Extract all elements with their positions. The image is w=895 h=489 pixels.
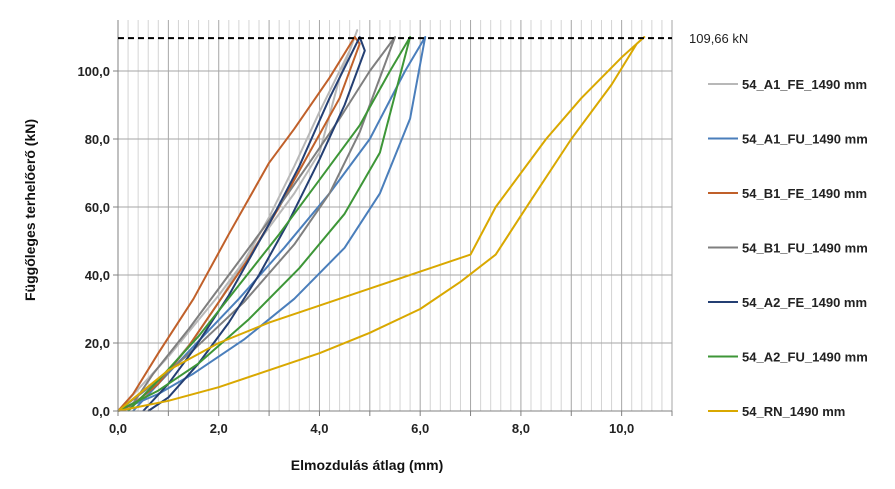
y-tick-label: 100,0 — [77, 64, 110, 79]
y-tick-label: 60,0 — [85, 200, 110, 215]
x-axis-title: Elmozdulás átlag (mm) — [291, 457, 443, 473]
series-layer — [117, 29, 646, 412]
reference-line-label: 109,66 kN — [689, 31, 748, 46]
legend-label-2: 54_A1_FU_1490 mm — [742, 132, 868, 147]
reference-line-layer: 109,66 kN — [118, 31, 748, 46]
x-tick-label: 0,0 — [109, 421, 127, 436]
minor-gridlines — [127, 20, 663, 411]
legend: 54_A1_FE_1490 mm 54_A1_FU_1490 mm 54_B1_FE… — [708, 77, 868, 419]
legend-label-6: 54_A2_FU_1490 mm — [742, 350, 868, 365]
y-axis-title: Függőleges terhelőerő (kN) — [22, 119, 38, 301]
y-tick-label: 20,0 — [85, 336, 110, 351]
legend-label-4: 54_B1_FU_1490 mm — [742, 241, 868, 256]
series-line-4 — [117, 36, 396, 412]
y-tick-label: 40,0 — [85, 268, 110, 283]
series-line-7 — [117, 36, 646, 412]
legend-label-5: 54_A2_FE_1490 mm — [742, 295, 867, 310]
series-line-2 — [117, 36, 427, 412]
x-tick-labels: 0,0 2,0 4,0 6,0 8,0 10,0 — [109, 421, 634, 436]
series-line-5 — [142, 36, 366, 412]
x-tick-label: 6,0 — [411, 421, 429, 436]
x-tick-label: 10,0 — [609, 421, 634, 436]
legend-label-1: 54_A1_FE_1490 mm — [742, 77, 867, 92]
axes-layer — [113, 20, 673, 416]
x-tick-label: 8,0 — [512, 421, 530, 436]
y-tick-label: 0,0 — [92, 404, 110, 419]
legend-label-3: 54_B1_FE_1490 mm — [742, 186, 867, 201]
y-tick-labels: 0,0 20,0 40,0 60,0 80,0 100,0 — [77, 64, 110, 419]
series-line-6 — [117, 36, 412, 412]
x-tick-label: 4,0 — [310, 421, 328, 436]
y-tick-label: 80,0 — [85, 132, 110, 147]
x-tick-label: 2,0 — [210, 421, 228, 436]
legend-label-7: 54_RN_1490 mm — [742, 404, 845, 419]
